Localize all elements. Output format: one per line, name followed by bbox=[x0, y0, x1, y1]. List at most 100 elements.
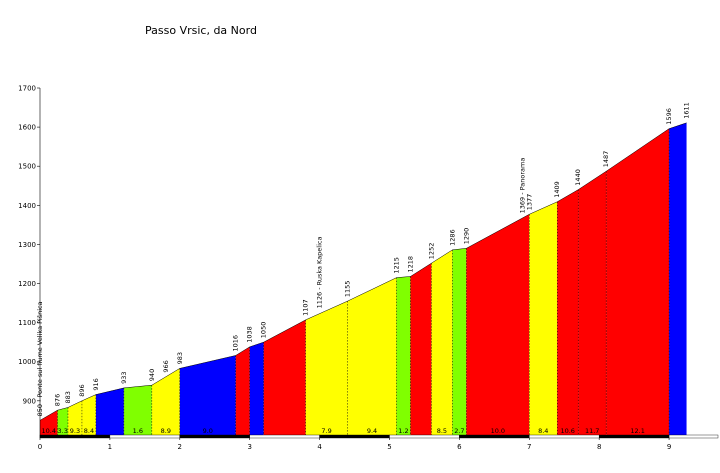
grade-label-12: 9.4 bbox=[367, 427, 377, 435]
y-tick-label-1600: 1600 bbox=[18, 124, 36, 132]
y-tick-label-1200: 1200 bbox=[18, 280, 36, 288]
segment-fill-22 bbox=[669, 122, 687, 437]
km-bar-5 bbox=[389, 434, 460, 439]
grade-labels: 10.4 3.3 9.3 8.4 1.6 8.9 9.0 7.9 9.4 1.2 8.5 2.7 10.… bbox=[41, 427, 644, 435]
grade-label-2: 9.3 bbox=[70, 427, 80, 435]
segment-fill-6 bbox=[151, 368, 180, 436]
elevation-label-8: 983 bbox=[176, 352, 184, 364]
segment-fill-4 bbox=[95, 387, 124, 436]
elevation-label-24: 1487 bbox=[602, 151, 610, 168]
elevation-label-2: 883 bbox=[64, 391, 72, 403]
segment-fills bbox=[39, 122, 687, 437]
elevation-label-15: 1215 bbox=[393, 257, 401, 274]
elevation-label-19: 1290 bbox=[462, 228, 470, 245]
segment-fill-12 bbox=[347, 277, 397, 436]
segment-fill-7 bbox=[179, 355, 236, 436]
y-tick-label-1500: 1500 bbox=[18, 163, 36, 171]
km-bar-4 bbox=[319, 434, 390, 439]
grade-label-1: 3.3 bbox=[58, 427, 68, 435]
segment-dividers bbox=[57, 128, 670, 436]
y-tick-label-1700: 1700 bbox=[18, 85, 36, 93]
km-bar-2 bbox=[179, 434, 250, 439]
grade-label-3: 8.4 bbox=[84, 427, 94, 435]
elevation-label-25: 1596 bbox=[665, 108, 673, 125]
grade-label-7: 9.0 bbox=[203, 427, 213, 435]
grade-label-13: 1.2 bbox=[398, 427, 408, 435]
elevation-label-16: 1218 bbox=[407, 256, 415, 273]
grade-label-6: 8.9 bbox=[161, 427, 171, 435]
elevation-label-11: 1050 bbox=[260, 322, 268, 339]
segment-fill-1 bbox=[57, 407, 68, 436]
elevation-label-1: 876 bbox=[54, 394, 62, 406]
y-tick-label-1100: 1100 bbox=[18, 319, 36, 327]
segment-fill-15 bbox=[431, 249, 453, 436]
grade-label-20: 11.7 bbox=[585, 427, 599, 435]
elevation-labels: 850 - Ponte sul fiume Velika Pišnica 876 8… bbox=[36, 102, 691, 416]
segment-fill-2 bbox=[67, 400, 82, 436]
elevation-label-20: 1369 - Panorama bbox=[518, 158, 526, 214]
grade-label-21: 12.1 bbox=[630, 427, 644, 435]
x-tick-label-0: 0 bbox=[38, 443, 42, 451]
grade-label-17: 10.0 bbox=[491, 427, 505, 435]
segment-fill-8 bbox=[235, 346, 250, 436]
elevation-label-4: 916 bbox=[92, 378, 100, 390]
tick-labels: 900 1000 1100 1200 1300 1400 1500 1600 1700 0 1 2 3 4… bbox=[18, 85, 671, 452]
elevation-label-10: 1038 bbox=[246, 326, 254, 343]
segment-fill-14 bbox=[410, 263, 432, 436]
x-tick-label-6: 6 bbox=[457, 443, 462, 451]
segment-fill-17 bbox=[466, 214, 530, 436]
grade-label-19: 10.6 bbox=[560, 427, 574, 435]
y-tick-label-1300: 1300 bbox=[18, 241, 36, 249]
elevation-label-22: 1409 bbox=[553, 181, 561, 198]
x-tick-label-4: 4 bbox=[317, 443, 322, 451]
segment-fill-20 bbox=[578, 171, 607, 437]
grade-label-15: 8.5 bbox=[437, 427, 447, 435]
elevation-label-6: 940 bbox=[148, 369, 156, 381]
segment-fill-0 bbox=[40, 410, 58, 436]
segment-fill-13 bbox=[396, 276, 411, 436]
km-bar bbox=[39, 434, 719, 439]
segment-fill-18 bbox=[529, 201, 558, 436]
x-tick-label-3: 3 bbox=[247, 443, 251, 451]
chart-title: Passo Vrsic, da Nord bbox=[145, 24, 257, 37]
x-tick-label-1: 1 bbox=[108, 443, 112, 451]
elevation-label-0: 850 - Ponte sul fiume Velika Pišnica bbox=[36, 301, 44, 416]
km-bar-1 bbox=[109, 434, 180, 439]
elevation-label-26: 1611 bbox=[683, 102, 691, 119]
x-tick-label-5: 5 bbox=[387, 443, 391, 451]
km-bar-7 bbox=[529, 434, 600, 439]
grade-label-18: 8.4 bbox=[538, 427, 548, 435]
x-tick-label-7: 7 bbox=[527, 443, 531, 451]
segment-fill-10 bbox=[263, 319, 306, 436]
km-bar-0 bbox=[39, 434, 111, 439]
x-tick-label-9: 9 bbox=[667, 443, 671, 451]
segment-fill-21 bbox=[606, 128, 670, 437]
segment-fill-19 bbox=[557, 189, 579, 436]
km-bar-3 bbox=[249, 434, 320, 439]
elevation-label-18: 1286 bbox=[448, 229, 456, 246]
elevation-label-9: 1016 bbox=[232, 335, 240, 352]
segment-fill-9 bbox=[249, 342, 264, 436]
segment-fill-16 bbox=[452, 248, 467, 436]
elevation-label-21: 1377 bbox=[525, 194, 533, 211]
elevation-label-17: 1252 bbox=[427, 243, 435, 260]
elevation-label-5: 933 bbox=[120, 371, 128, 383]
segment-fill-11 bbox=[305, 301, 348, 436]
x-tick-label-2: 2 bbox=[178, 443, 182, 451]
km-bar-8 bbox=[598, 434, 670, 439]
segment-fill-5 bbox=[123, 385, 152, 436]
elevation-label-14: 1155 bbox=[344, 281, 352, 298]
elevation-label-7: 966 bbox=[162, 360, 170, 372]
y-tick-label-900: 900 bbox=[23, 397, 36, 405]
elevation-label-13: 1126 - Ruska Kapelica bbox=[316, 237, 324, 309]
elevation-label-23: 1440 bbox=[574, 169, 582, 186]
y-tick-label-1000: 1000 bbox=[18, 358, 36, 366]
grade-label-16: 2.7 bbox=[454, 427, 464, 435]
x-tick-label-8: 8 bbox=[597, 443, 601, 451]
km-bar-6 bbox=[459, 434, 530, 439]
grade-label-11: 7.9 bbox=[321, 427, 331, 435]
grade-label-5: 1.6 bbox=[133, 427, 143, 435]
elevation-label-12: 1107 bbox=[302, 299, 310, 316]
